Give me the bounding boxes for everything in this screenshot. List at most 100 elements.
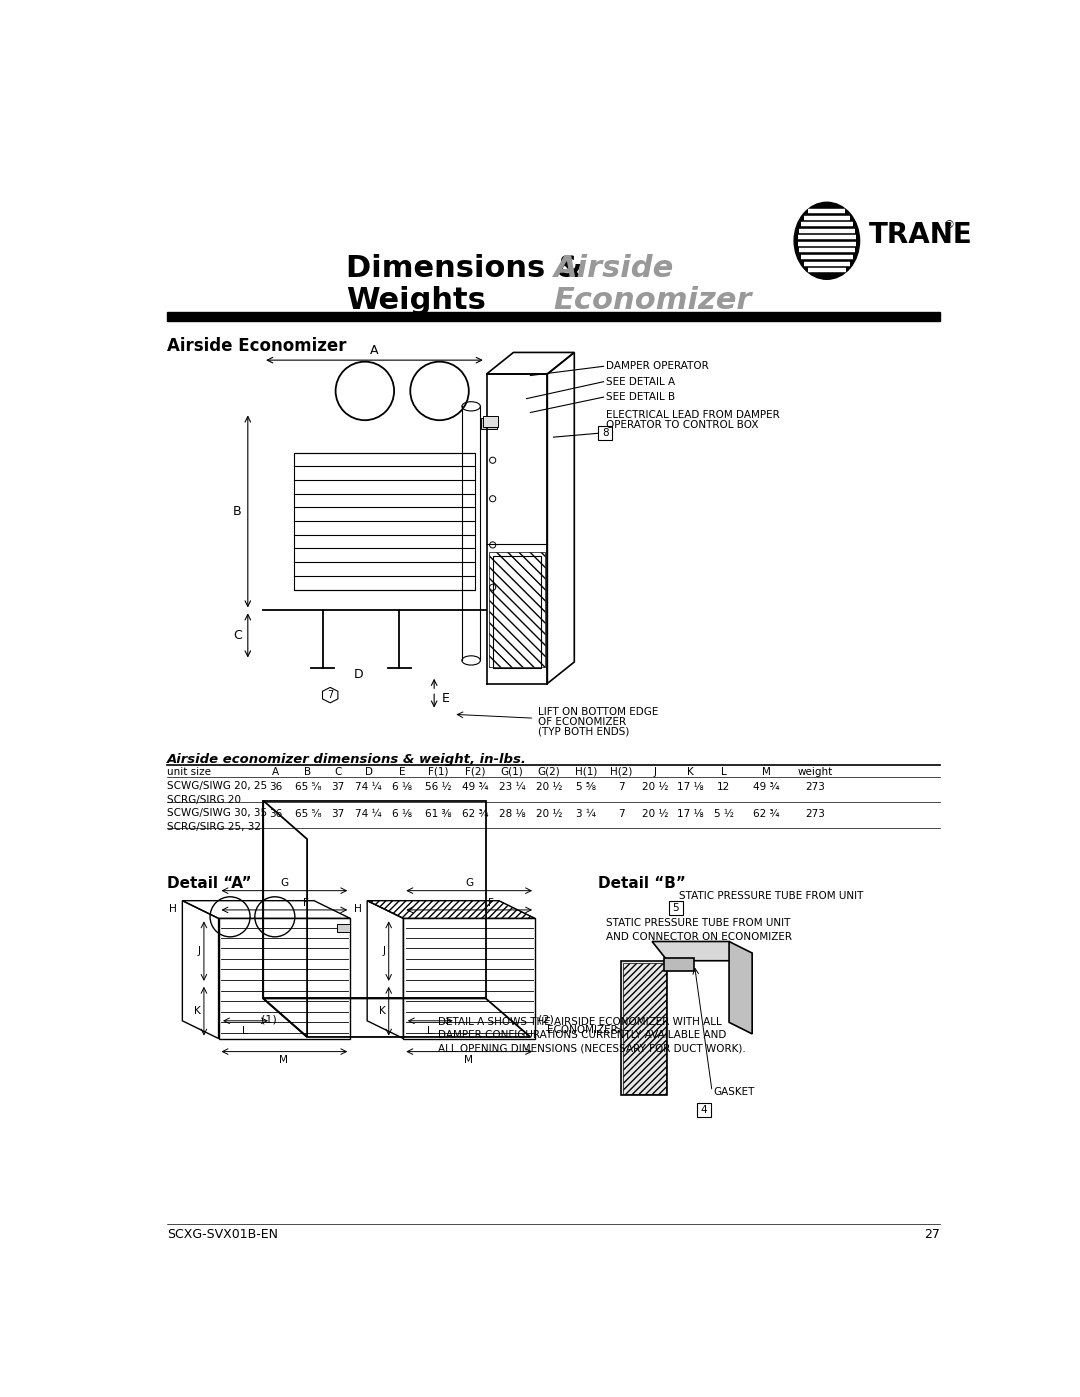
Text: Airside economizer dimensions & weight, in-lbs.: Airside economizer dimensions & weight, …	[167, 753, 527, 766]
Text: 62 ¾: 62 ¾	[753, 809, 780, 819]
Text: H(2): H(2)	[610, 767, 633, 777]
Text: 36: 36	[269, 782, 282, 792]
Text: M: M	[464, 1056, 473, 1066]
Text: K: K	[194, 1006, 201, 1016]
Text: 7: 7	[327, 690, 334, 700]
Text: SCXG-SVX01B-EN: SCXG-SVX01B-EN	[167, 1228, 278, 1241]
Text: 62 ¾: 62 ¾	[462, 809, 488, 819]
Polygon shape	[621, 961, 667, 1095]
Text: 17 ⅛: 17 ⅛	[677, 782, 703, 792]
Text: H: H	[354, 904, 362, 914]
Ellipse shape	[794, 203, 860, 279]
Text: A: A	[370, 344, 379, 358]
Text: Airside
Economizer: Airside Economizer	[554, 254, 752, 316]
Text: 20 ½: 20 ½	[643, 809, 669, 819]
Text: DETAIL A SHOWS THE AIRSIDE ECONOMIZER WITH ALL
DAMPER CONFIGURATIONS CURRENTLY A: DETAIL A SHOWS THE AIRSIDE ECONOMIZER WI…	[438, 1017, 746, 1053]
Text: SEE DETAIL B: SEE DETAIL B	[606, 393, 675, 402]
Text: F: F	[303, 898, 309, 908]
Text: SCWG/SIWG 20, 25
SCRG/SIRG 20: SCWG/SIWG 20, 25 SCRG/SIRG 20	[167, 781, 267, 805]
Text: L: L	[720, 767, 727, 777]
Text: weight: weight	[798, 767, 833, 777]
Text: 273: 273	[806, 809, 825, 819]
Bar	[483, 415, 498, 427]
Text: F(1): F(1)	[428, 767, 448, 777]
Polygon shape	[652, 942, 744, 961]
Text: J: J	[382, 946, 386, 956]
Text: L: L	[427, 1027, 432, 1037]
Text: OF ECONOMIZER: OF ECONOMIZER	[538, 717, 626, 726]
Text: 20 ½: 20 ½	[536, 782, 562, 792]
Bar	[598, 426, 612, 440]
Text: G(2): G(2)	[538, 767, 561, 777]
Text: 6 ⅛: 6 ⅛	[392, 782, 413, 792]
Text: TRANE: TRANE	[869, 221, 973, 249]
Text: Airside Economizer: Airside Economizer	[167, 337, 347, 355]
Text: 36: 36	[269, 809, 282, 819]
Text: ELECTRICAL LEAD FROM DAMPER: ELECTRICAL LEAD FROM DAMPER	[606, 411, 780, 420]
Text: Dimensions &
Weights: Dimensions & Weights	[346, 254, 582, 316]
Text: J: J	[654, 767, 657, 777]
Text: G: G	[281, 877, 288, 887]
Text: (TYP BOTH ENDS): (TYP BOTH ENDS)	[538, 726, 630, 736]
Text: 12: 12	[717, 782, 730, 792]
Text: 6 ⅛: 6 ⅛	[392, 809, 413, 819]
Text: 28 ⅛: 28 ⅛	[499, 809, 525, 819]
Text: L: L	[242, 1027, 247, 1037]
Polygon shape	[663, 958, 694, 971]
Text: 273: 273	[806, 782, 825, 792]
Text: 3 ¼: 3 ¼	[576, 809, 596, 819]
Text: 20 ½: 20 ½	[536, 809, 562, 819]
Text: Detail “B”: Detail “B”	[598, 876, 686, 891]
Text: G: G	[465, 877, 473, 887]
Text: 74 ¼: 74 ¼	[355, 809, 382, 819]
Text: B: B	[305, 767, 311, 777]
Text: E: E	[442, 693, 449, 705]
Text: 74 ¼: 74 ¼	[355, 782, 382, 792]
Text: 5: 5	[673, 902, 679, 912]
Text: C: C	[334, 767, 341, 777]
Text: A: A	[272, 767, 279, 777]
Text: 4: 4	[700, 1105, 707, 1115]
Bar	[337, 923, 350, 932]
Text: K: K	[687, 767, 693, 777]
Bar	[167, 312, 940, 321]
Text: 20 ½: 20 ½	[643, 782, 669, 792]
Text: OPERATOR TO CONTROL BOX: OPERATOR TO CONTROL BOX	[606, 420, 758, 430]
Text: F(2): F(2)	[465, 767, 486, 777]
Text: 49 ¾: 49 ¾	[462, 782, 488, 792]
Text: 61 ⅜: 61 ⅜	[424, 809, 451, 819]
Text: 65 ⁵⁄₈: 65 ⁵⁄₈	[295, 809, 321, 819]
Text: 23 ¼: 23 ¼	[499, 782, 525, 792]
Text: H(1): H(1)	[575, 767, 597, 777]
Polygon shape	[729, 942, 752, 1034]
Text: 37: 37	[332, 782, 345, 792]
Text: DAMPER OPERATOR: DAMPER OPERATOR	[606, 362, 708, 372]
Text: D: D	[365, 767, 373, 777]
Text: STATIC PRESSURE TUBE FROM UNIT
AND CONNECTOR ON ECONOMIZER: STATIC PRESSURE TUBE FROM UNIT AND CONNE…	[606, 918, 792, 942]
Text: ECONOMIZER: ECONOMIZER	[546, 1025, 618, 1035]
Text: STATIC PRESSURE TUBE FROM UNIT: STATIC PRESSURE TUBE FROM UNIT	[679, 891, 863, 901]
Text: M: M	[280, 1056, 288, 1066]
Text: J: J	[198, 946, 201, 956]
Text: 5 ½: 5 ½	[714, 809, 733, 819]
Text: ®: ®	[944, 221, 955, 231]
Text: Detail “A”: Detail “A”	[167, 876, 252, 891]
Text: 65 ⁵⁄₈: 65 ⁵⁄₈	[295, 782, 321, 792]
Text: SEE DETAIL A: SEE DETAIL A	[606, 377, 675, 387]
Text: 5 ⅝: 5 ⅝	[576, 782, 596, 792]
Text: K: K	[379, 1006, 386, 1016]
Text: 7: 7	[618, 782, 624, 792]
Text: LIFT ON BOTTOM EDGE: LIFT ON BOTTOM EDGE	[538, 707, 659, 717]
Text: 27: 27	[924, 1228, 940, 1241]
Bar	[697, 1104, 711, 1118]
Text: 17 ⅛: 17 ⅛	[677, 809, 703, 819]
Bar	[669, 901, 683, 915]
Text: GASKET: GASKET	[714, 1087, 755, 1097]
Text: G(1): G(1)	[500, 767, 524, 777]
Text: 49 ¾: 49 ¾	[753, 782, 780, 792]
Text: D: D	[353, 668, 363, 680]
Text: 37: 37	[332, 809, 345, 819]
Text: F: F	[488, 898, 494, 908]
Text: B: B	[233, 504, 242, 517]
Text: M: M	[761, 767, 770, 777]
